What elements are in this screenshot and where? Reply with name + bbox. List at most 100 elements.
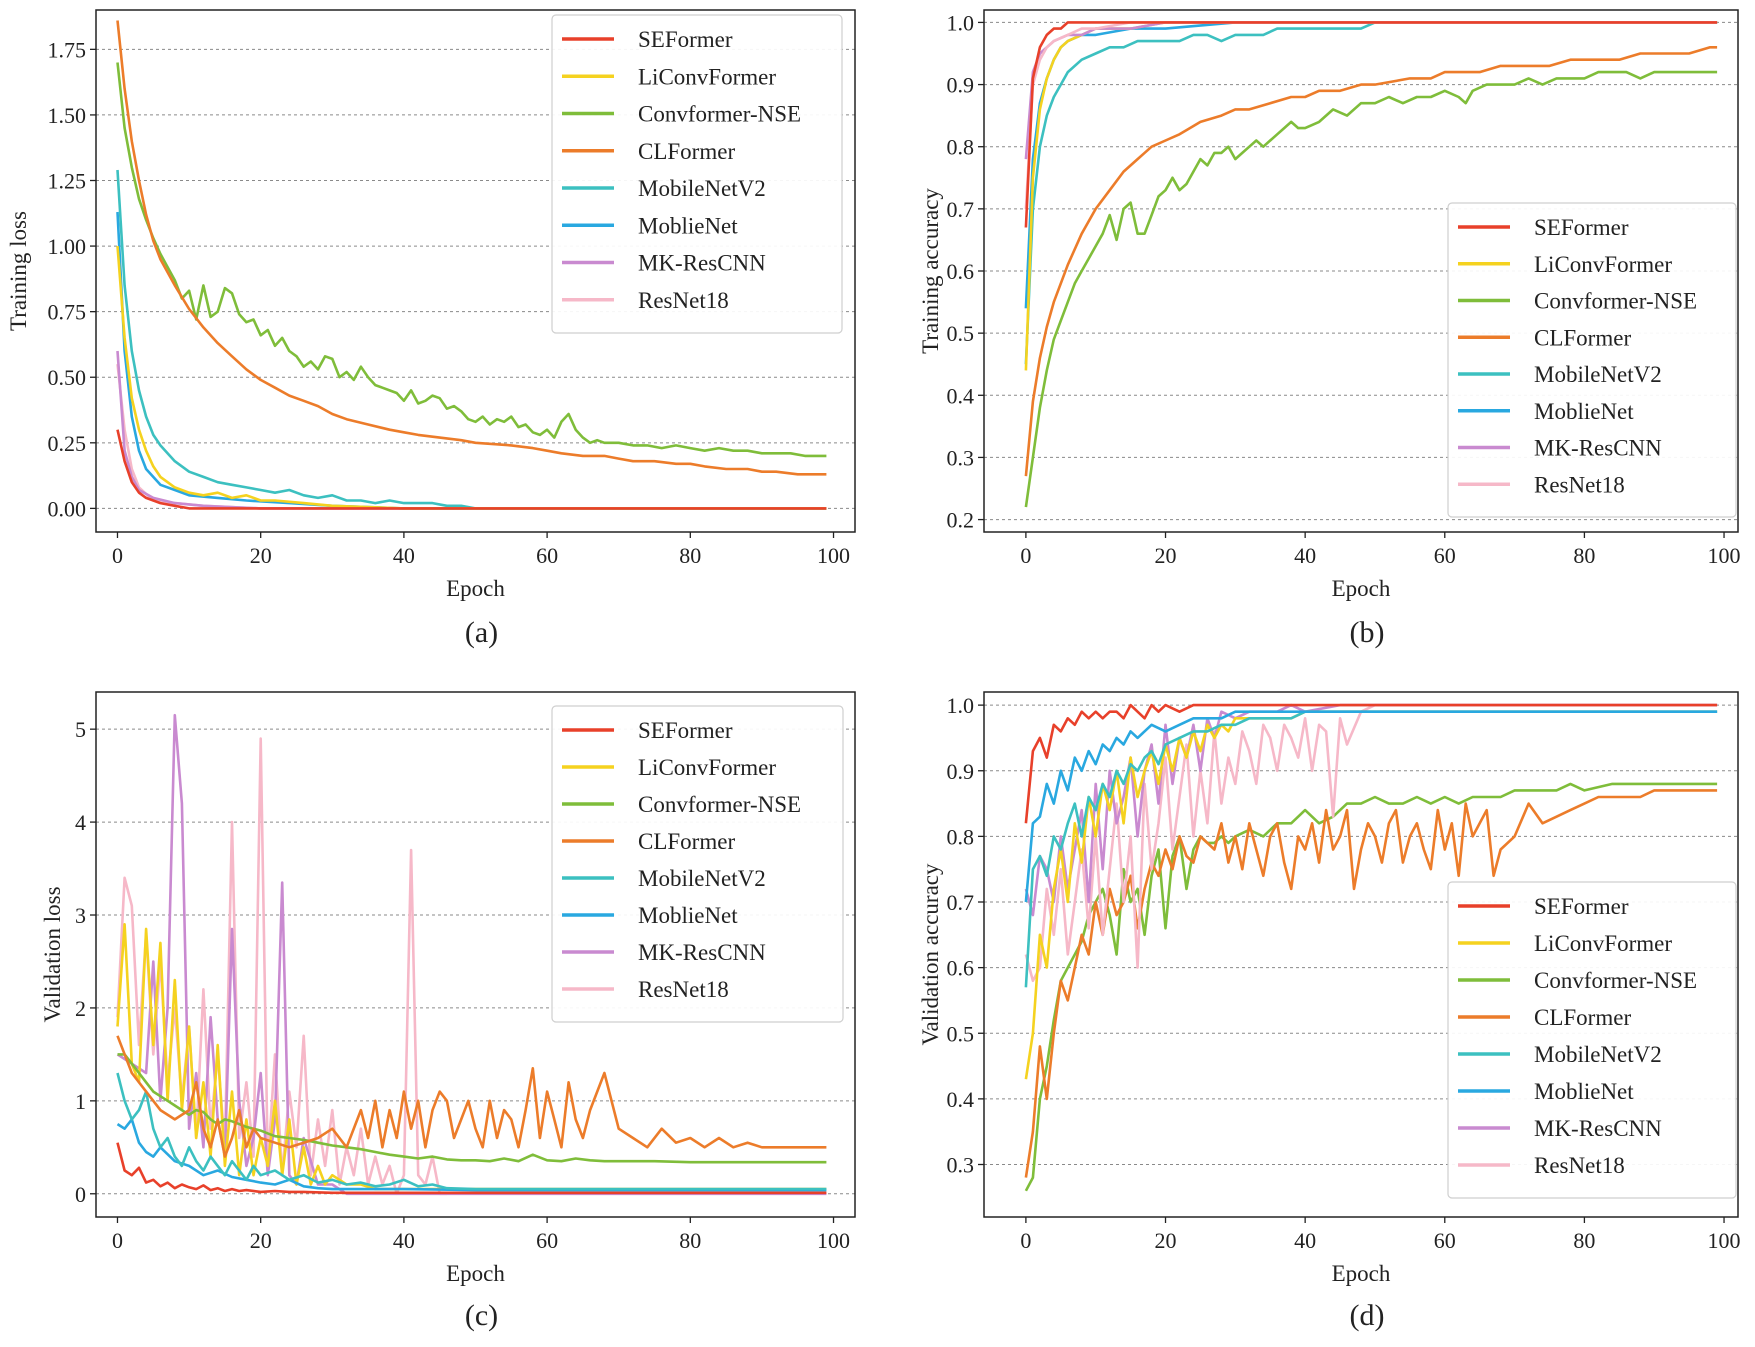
legend-label: LiConvFormer	[1534, 931, 1672, 956]
y-tick-label: 0.3	[947, 1153, 975, 1178]
y-axis-label: Validation loss	[40, 886, 65, 1022]
x-axis-label: Epoch	[446, 1261, 505, 1286]
legend-label: Convformer-NSE	[638, 792, 801, 817]
series-line-seformer	[116, 429, 827, 510]
panel-caption: (d)	[1350, 1299, 1385, 1332]
y-tick-label: 0.00	[48, 496, 87, 521]
legend: SEFormer LiConvFormer Convformer-NSE CLForm…	[551, 14, 843, 334]
y-tick-label: 4	[75, 810, 86, 835]
x-tick-label: 100	[817, 543, 850, 568]
legend-label: MobileNetV2	[1534, 362, 1662, 387]
legend-label: MK-ResCNN	[638, 940, 766, 965]
y-tick-label: 0.8	[947, 824, 975, 849]
y-tick-label: 0.4	[947, 383, 975, 408]
legend-label: MoblieNet	[1534, 399, 1634, 424]
series-line-mobilenetv2	[116, 1072, 827, 1191]
x-axis-label: Epoch	[1332, 1261, 1391, 1286]
x-tick-label: 80	[679, 543, 701, 568]
legend-label: LiConvFormer	[638, 755, 776, 780]
x-axis-label: Epoch	[446, 576, 505, 601]
legend: SEFormer LiConvFormer Convformer-NSE CLForm…	[1447, 202, 1737, 518]
panel-c: 0 1 2 3 4 5 0 20 40 60 80 100 Epoch Validation loss (c…	[40, 691, 856, 1332]
series-line-seformer	[1024, 21, 1718, 228]
x-tick-label: 80	[1573, 1228, 1595, 1253]
y-tick-label: 1.75	[48, 37, 87, 62]
x-tick-label: 20	[250, 543, 272, 568]
x-tick-label: 40	[1294, 1228, 1316, 1253]
y-tick-label: 1.0	[947, 10, 975, 35]
x-tick-label: 20	[250, 1228, 272, 1253]
plot-frame	[983, 691, 1739, 1218]
panel-caption: (b)	[1350, 616, 1385, 649]
y-tick-label: 0.6	[947, 956, 975, 981]
plot-frame	[983, 9, 1739, 533]
x-axis-label: Epoch	[1332, 576, 1391, 601]
legend-label: CLFormer	[638, 829, 735, 854]
y-tick-label: 0.25	[48, 431, 87, 456]
x-tick-label: 60	[536, 543, 558, 568]
x-tick-label: 0	[1020, 543, 1031, 568]
x-tick-label: 20	[1155, 1228, 1177, 1253]
series-line-mk-rescnn	[1024, 21, 1718, 160]
legend-label: SEFormer	[638, 27, 733, 52]
y-tick-label: 0.7	[947, 890, 975, 915]
series-group	[1024, 21, 1718, 508]
series-line-seformer	[116, 1142, 827, 1195]
legend-box	[551, 705, 844, 1023]
x-tick-label: 0	[112, 543, 123, 568]
legend-label: MK-ResCNN	[1534, 1116, 1662, 1141]
legend-label: Convformer-NSE	[638, 102, 801, 127]
legend-label: MoblieNet	[638, 213, 738, 238]
legend-label: ResNet18	[638, 288, 729, 313]
y-tick-label: 1	[75, 1089, 86, 1114]
x-tick-label: 40	[393, 543, 415, 568]
x-tick-label: 0	[1020, 1228, 1031, 1253]
y-axis-label: Validation accuracy	[918, 863, 943, 1045]
y-tick-label: 0.75	[48, 300, 87, 325]
series-group	[116, 20, 827, 510]
y-tick-label: 2	[75, 996, 86, 1021]
x-tick-label: 80	[1573, 543, 1595, 568]
y-tick-label: 0	[75, 1182, 86, 1207]
legend-box	[1447, 881, 1737, 1199]
y-tick-label: 0.9	[947, 759, 975, 784]
legend-label: ResNet18	[638, 977, 729, 1002]
y-tick-label: 0.8	[947, 135, 975, 160]
legend-label: MobileNetV2	[638, 866, 766, 891]
legend-label: MK-ResCNN	[1534, 436, 1662, 461]
y-tick-label: 0.6	[947, 259, 975, 284]
x-tick-label: 20	[1155, 543, 1177, 568]
plot-frame	[95, 9, 856, 533]
legend-label: Convformer-NSE	[1534, 968, 1697, 993]
y-tick-label: 0.4	[947, 1087, 975, 1112]
series-line-mk-rescnn	[116, 350, 827, 510]
series-line-clformer	[116, 20, 827, 476]
x-tick-label: 100	[817, 1228, 850, 1253]
legend-box	[551, 14, 843, 334]
y-tick-label: 1.50	[48, 103, 87, 128]
series-line-convformer-nse	[1024, 70, 1718, 508]
x-tick-label: 60	[536, 1228, 558, 1253]
series-line-convformer-nse	[116, 62, 827, 458]
legend-label: ResNet18	[1534, 472, 1625, 497]
series-line-resnet18	[1024, 703, 1718, 983]
legend: SEFormer LiConvFormer Convformer-NSE CLForm…	[1447, 881, 1737, 1199]
series-group	[1024, 703, 1718, 1192]
x-tick-label: 60	[1434, 543, 1456, 568]
y-tick-label: 0.9	[947, 73, 975, 98]
y-tick-label: 1.25	[48, 169, 87, 194]
series-line-clformer	[1024, 45, 1718, 477]
series-line-clformer	[116, 1035, 827, 1158]
series-group	[116, 713, 827, 1196]
x-tick-label: 80	[679, 1228, 701, 1253]
legend-label: MoblieNet	[1534, 1079, 1634, 1104]
series-line-seformer	[1024, 703, 1718, 824]
legend-label: CLFormer	[638, 139, 735, 164]
legend-box	[1447, 202, 1737, 518]
series-line-mobilenetv2	[116, 169, 827, 510]
y-tick-label: 0.3	[947, 445, 975, 470]
panel-caption: (c)	[465, 1299, 498, 1332]
x-tick-label: 40	[393, 1228, 415, 1253]
legend-label: LiConvFormer	[1534, 252, 1672, 277]
